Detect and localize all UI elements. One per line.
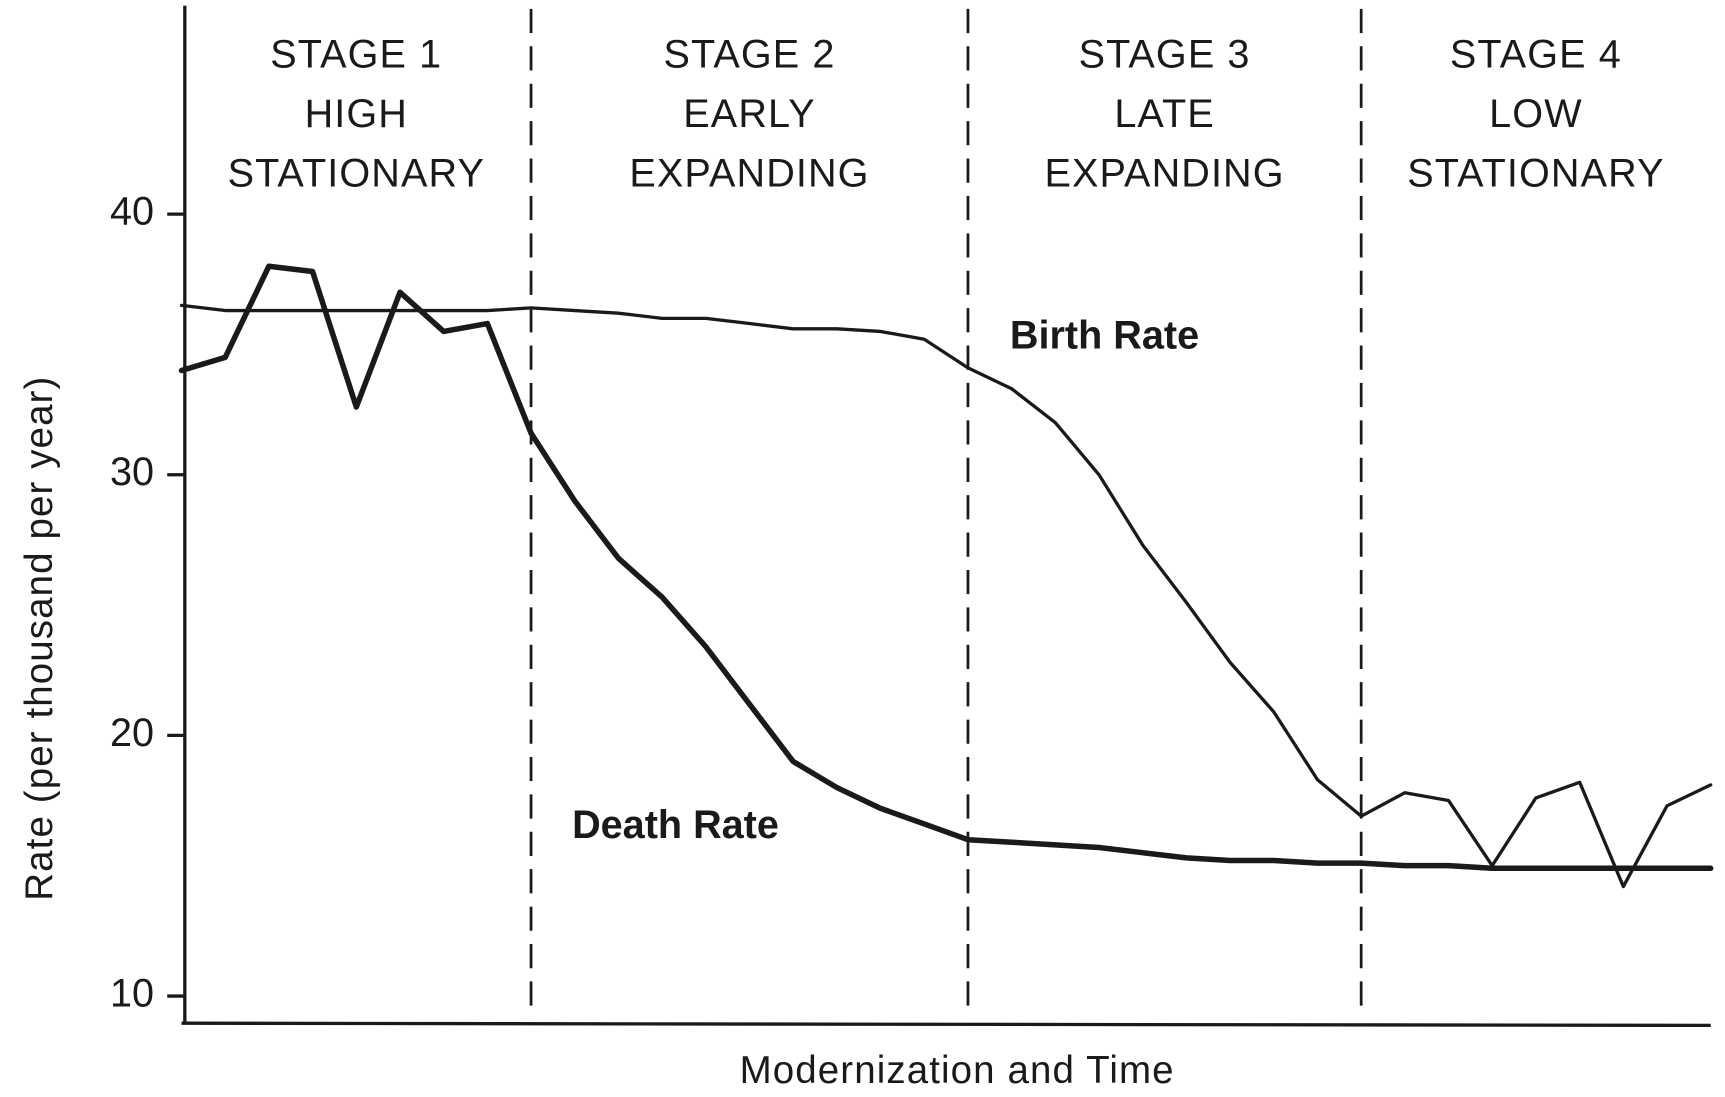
stage-label: EXPANDING (1044, 152, 1284, 196)
series-line (178, 263, 1714, 872)
y-tick-label: 40 (110, 190, 154, 234)
y-tick-label: 30 (110, 450, 154, 494)
stage-label: STATIONARY (228, 152, 485, 196)
stage-label: STAGE 1 (270, 33, 442, 77)
stage-label: EARLY (683, 92, 815, 136)
stage-label: STAGE 4 (1450, 33, 1622, 77)
stage-label: STATIONARY (1407, 152, 1664, 196)
y-tick-label: 20 (110, 711, 154, 755)
series-label: Death Rate (572, 803, 779, 847)
series-line (179, 303, 1713, 889)
series-label: Birth Rate (1010, 313, 1199, 357)
stage-label: LATE (1114, 92, 1215, 136)
y-tick-label: 10 (110, 971, 154, 1015)
stage-label: EXPANDING (629, 152, 869, 196)
stage-label: LOW (1489, 92, 1582, 136)
stage-label: STAGE 2 (664, 33, 836, 77)
x-axis-title: Modernization and Time (740, 1049, 1175, 1092)
stage-label: HIGH (305, 92, 408, 136)
y-axis-title: Rate (per thousand per year) (18, 376, 61, 901)
x-axis (181, 1021, 1711, 1028)
stage-label: STAGE 3 (1079, 33, 1251, 77)
